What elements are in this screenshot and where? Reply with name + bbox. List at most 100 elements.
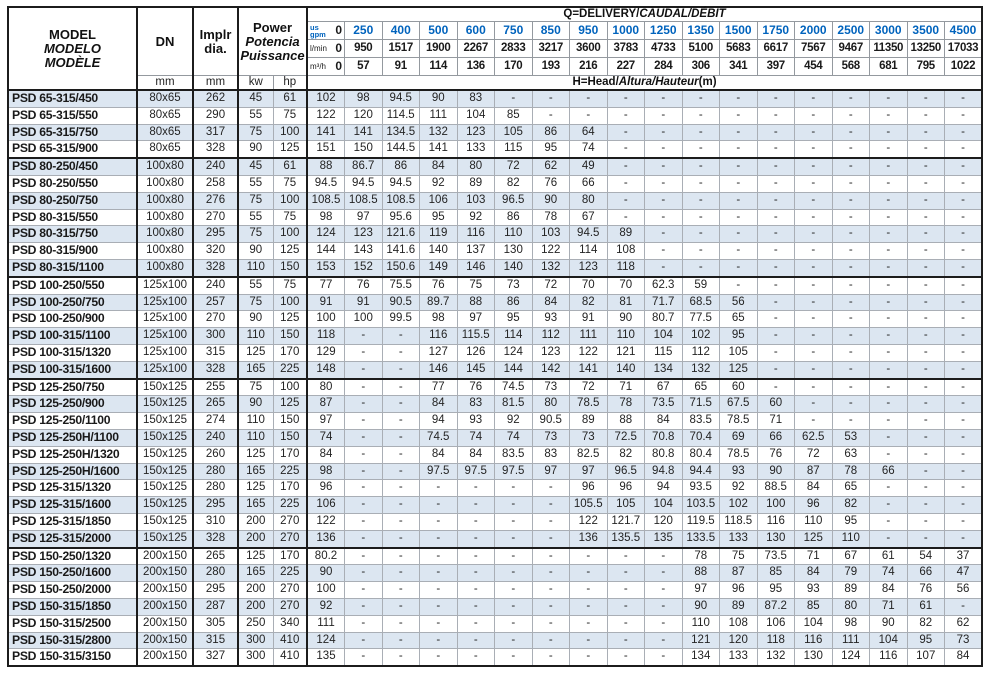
head-value-cell: 80.4 <box>681 445 720 464</box>
head-value-cell: - <box>831 89 870 108</box>
table-row: PSD 125-250H/1600 150x125 280 165 225 98- -97.… <box>7 462 983 481</box>
head-value-cell: - <box>944 157 983 176</box>
power-kw-cell: 110 <box>237 412 274 430</box>
head-value-cell: 153 <box>306 258 345 278</box>
model-cell: PSD 65-315/450 <box>7 89 138 108</box>
head-value-cell: 83.5 <box>681 412 720 430</box>
table-row: PSD 100-315/1600 125x100 328 165 225 148- -146… <box>7 360 983 380</box>
usgpm-value-cell: 1350 <box>681 21 720 40</box>
head-value-cell: - <box>756 208 795 227</box>
model-cell: PSD 80-250/450 <box>7 157 138 176</box>
head-value-cell: 67 <box>831 547 870 566</box>
head-value-cell: - <box>944 428 983 447</box>
head-value-cell: - <box>906 258 945 278</box>
head-value-cell: - <box>606 174 645 193</box>
head-value-cell: 119 <box>419 225 458 244</box>
head-value-cell: 108 <box>719 614 758 633</box>
head-value-cell: 75 <box>456 276 495 295</box>
lmin-value-cell: 17033 <box>944 39 983 58</box>
head-value-cell: - <box>756 258 795 278</box>
head-value-cell: 116 <box>869 648 908 667</box>
head-value-cell: - <box>381 327 420 345</box>
head-value-cell: - <box>344 564 383 583</box>
lmin-value-cell: 3783 <box>606 39 645 58</box>
head-value-cell: - <box>944 597 983 616</box>
head-value-cell: - <box>644 631 683 650</box>
impeller-dia-cell: 265 <box>192 547 239 566</box>
head-value-cell: 56 <box>944 581 983 599</box>
head-value-cell: - <box>869 395 908 414</box>
model-cell: PSD 125-250H/1600 <box>7 462 138 481</box>
model-cell: PSD 150-315/2800 <box>7 631 138 650</box>
head-value-cell: 88 <box>681 564 720 583</box>
head-value-cell: 92 <box>456 208 495 227</box>
head-value-cell: 121 <box>606 343 645 362</box>
power-kw-cell: 200 <box>237 512 274 531</box>
head-value-cell: 70 <box>606 276 645 295</box>
power-kw-cell: 75 <box>237 123 274 142</box>
head-value-cell: - <box>944 479 983 498</box>
usgpm-value-cell: 2000 <box>794 21 833 40</box>
head-value-cell: 72 <box>569 378 608 397</box>
power-hp-cell: 340 <box>272 614 308 633</box>
power-kw-cell: 55 <box>237 276 274 295</box>
head-value-cell: 84 <box>944 648 983 667</box>
lmin-value-cell: 11350 <box>869 39 908 58</box>
head-value-cell: 60 <box>719 378 758 397</box>
head-value-cell: - <box>681 89 720 108</box>
head-value-cell: 84 <box>419 395 458 414</box>
head-value-cell: 75 <box>719 547 758 566</box>
head-value-cell: 67 <box>569 208 608 227</box>
head-value-cell: 78.5 <box>569 395 608 414</box>
model-cell: PSD 125-315/1850 <box>7 512 138 531</box>
head-value-cell: - <box>719 225 758 244</box>
head-value-cell: 82 <box>831 496 870 514</box>
model-cell: PSD 80-315/550 <box>7 208 138 227</box>
head-value-cell: - <box>906 242 945 260</box>
lmin-value-cell: 5683 <box>719 39 758 58</box>
head-value-cell: 105 <box>494 123 533 142</box>
head-value-cell: 84 <box>794 564 833 583</box>
dn-cell: 150x125 <box>136 445 194 464</box>
head-value-cell: 80.2 <box>306 547 345 566</box>
table-body: PSD 65-315/450 80x65 262 45 61 102 98 94.5 90 83-… <box>7 89 983 667</box>
head-value-cell: - <box>681 123 720 142</box>
head-value-cell: 133 <box>719 648 758 667</box>
head-value-cell: - <box>344 378 383 397</box>
table-row: PSD 80-315/900 100x80 320 90 125 144 143 141.6 1… <box>7 242 983 260</box>
head-value-cell: - <box>644 547 683 566</box>
dn-cell: 125x100 <box>136 276 194 295</box>
head-value-cell: 110 <box>606 327 645 345</box>
head-value-cell: - <box>531 496 570 514</box>
m3h-value-cell: 136 <box>456 57 495 76</box>
lmin-value-cell: 13250 <box>906 39 945 58</box>
head-value-cell: - <box>869 479 908 498</box>
table-row: PSD 80-250/450 100x80 240 45 61 88 86.7 86 84 80 7… <box>7 157 983 176</box>
head-value-cell: 102 <box>681 327 720 345</box>
impeller-dia-cell: 327 <box>192 648 239 667</box>
head-value-cell: 114 <box>569 242 608 260</box>
head-value-cell: - <box>381 648 420 667</box>
model-cell: PSD 125-250H/1100 <box>7 428 138 447</box>
head-value-cell: - <box>419 648 458 667</box>
head-value-cell: 96 <box>569 479 608 498</box>
head-value-cell: - <box>419 597 458 616</box>
head-value-cell: 76 <box>419 276 458 295</box>
model-cell: PSD 80-250/550 <box>7 174 138 193</box>
head-value-cell: - <box>869 208 908 227</box>
head-value-cell: 88 <box>306 157 345 176</box>
head-value-cell: 98 <box>419 310 458 329</box>
head-title: H=Head/Altura/Hauteur(m) <box>306 75 983 91</box>
head-value-cell: - <box>906 89 945 108</box>
head-value-cell: 89 <box>719 597 758 616</box>
head-value-cell: 115.5 <box>456 327 495 345</box>
head-value-cell: - <box>381 360 420 380</box>
head-value-cell: 118.5 <box>719 512 758 531</box>
head-value-cell: 141 <box>306 123 345 142</box>
head-value-cell: - <box>906 191 945 210</box>
head-value-cell: 86 <box>494 293 533 312</box>
head-value-cell: - <box>344 479 383 498</box>
impeller-dia-cell: 257 <box>192 293 239 312</box>
table-row: PSD 65-315/450 80x65 262 45 61 102 98 94.5 90 83-… <box>7 89 983 108</box>
head-value-cell: - <box>944 360 983 380</box>
